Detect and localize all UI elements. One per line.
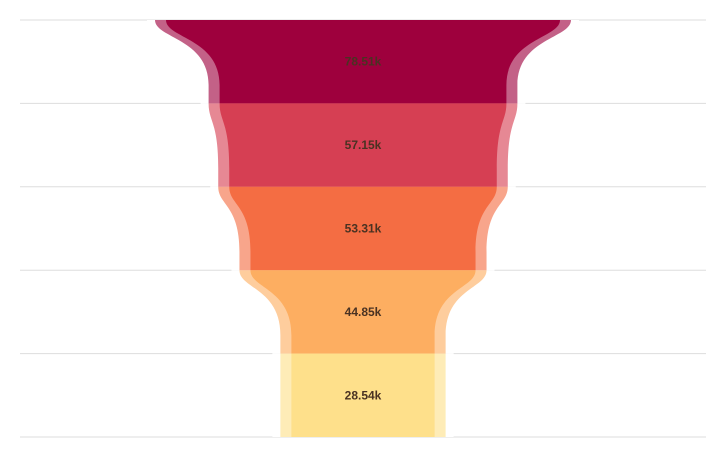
funnel-value-label: 28.54k: [345, 388, 382, 402]
funnel-segment-1[interactable]: [166, 20, 560, 104]
funnel-segment-5[interactable]: [291, 353, 435, 437]
funnel-value-label: 53.31k: [345, 222, 382, 236]
funnel-value-label: 78.51k: [345, 55, 382, 69]
funnel-value-label: 57.15k: [345, 138, 382, 152]
funnel-segment-4[interactable]: [250, 270, 476, 354]
funnel-value-label: 44.85k: [345, 305, 382, 319]
funnel-segment-3[interactable]: [229, 186, 497, 271]
funnel-segment-2[interactable]: [219, 103, 507, 187]
